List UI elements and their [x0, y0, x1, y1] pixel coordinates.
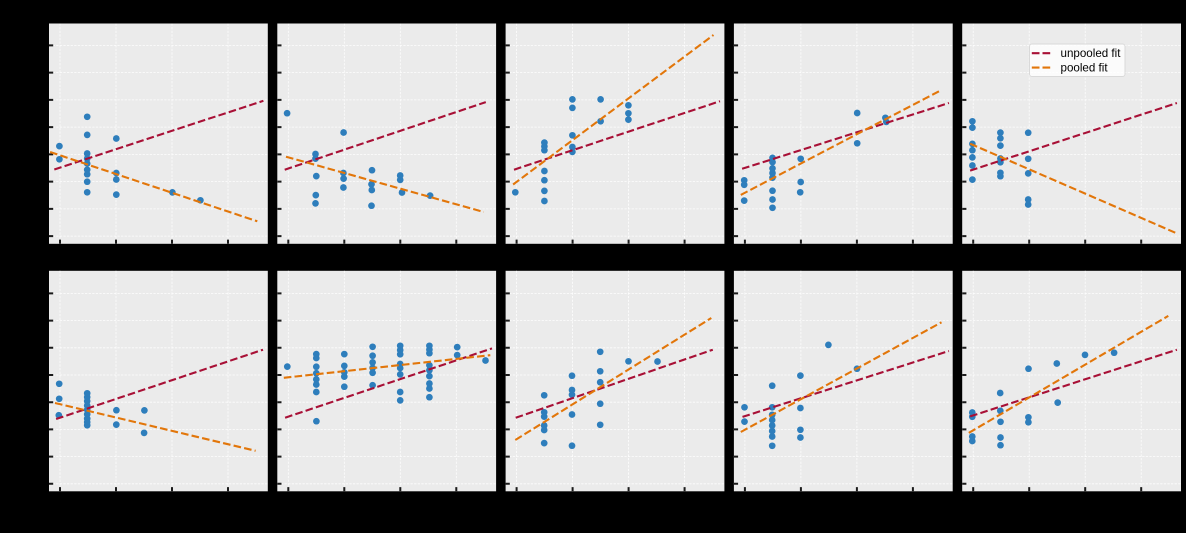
svg-text:pooled fit: pooled fit — [1061, 61, 1109, 74]
svg-text:unpooled fit: unpooled fit — [1061, 47, 1122, 60]
